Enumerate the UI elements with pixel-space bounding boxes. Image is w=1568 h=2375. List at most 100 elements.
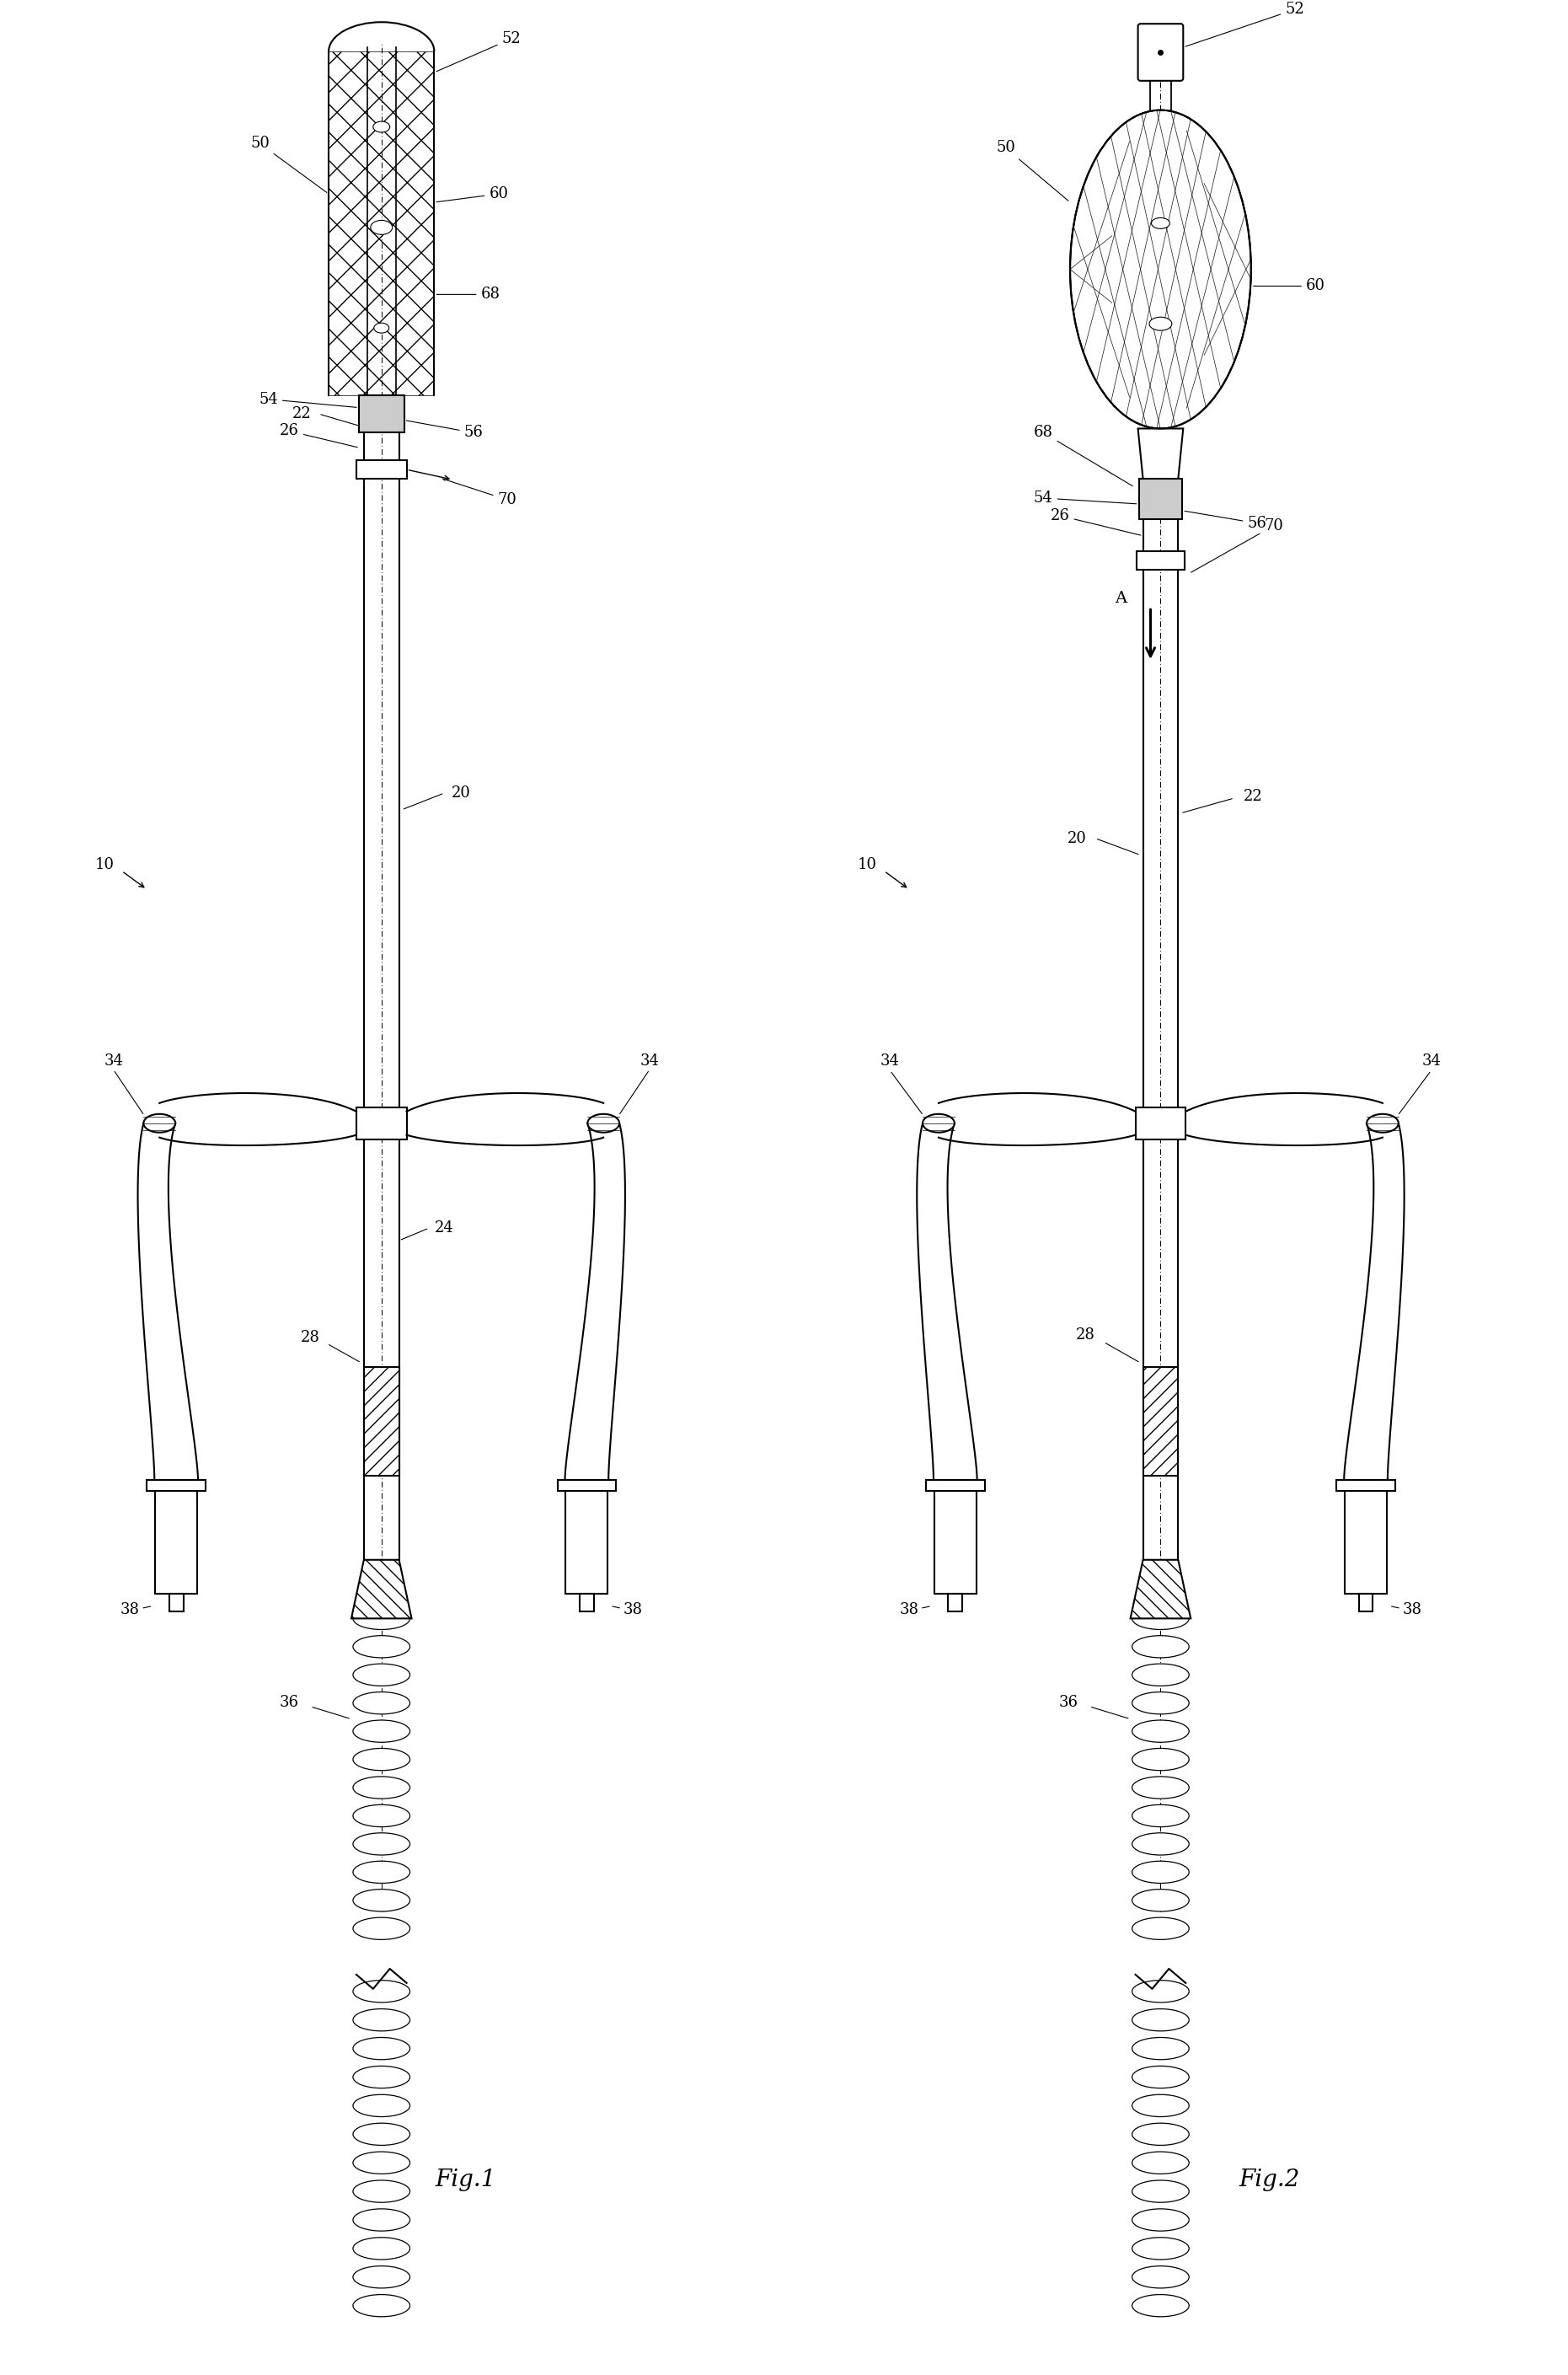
Bar (169, 1594, 183, 1613)
Ellipse shape (353, 2038, 409, 2059)
Bar (566, 1480, 608, 1594)
Ellipse shape (588, 1114, 619, 1133)
Ellipse shape (353, 1917, 409, 1940)
Polygon shape (1138, 428, 1184, 480)
Ellipse shape (353, 1862, 409, 1883)
Text: 34: 34 (103, 1054, 122, 1069)
Text: 70: 70 (442, 480, 517, 508)
Ellipse shape (1132, 1636, 1189, 1658)
Bar (1135, 1107, 1185, 1140)
Text: 10: 10 (96, 857, 114, 872)
Bar (356, 461, 406, 480)
Ellipse shape (1132, 2009, 1189, 2031)
Ellipse shape (353, 2209, 409, 2230)
Bar (147, 1480, 205, 1492)
Bar (1345, 1480, 1386, 1594)
Text: 26: 26 (1051, 508, 1140, 534)
Text: 70: 70 (1192, 518, 1283, 572)
Text: 50: 50 (251, 135, 326, 192)
Text: 36: 36 (279, 1696, 299, 1710)
Ellipse shape (1132, 2209, 1189, 2230)
Bar (329, 52, 434, 394)
Bar (1137, 551, 1185, 570)
Ellipse shape (1132, 1608, 1189, 1629)
Text: 60: 60 (1253, 278, 1325, 295)
Bar (580, 1594, 594, 1613)
Ellipse shape (353, 2180, 409, 2202)
Text: 52: 52 (436, 31, 521, 71)
Ellipse shape (353, 2152, 409, 2173)
Text: 54: 54 (259, 392, 356, 408)
Ellipse shape (1149, 318, 1171, 330)
Ellipse shape (922, 1114, 955, 1133)
Bar (356, 1107, 406, 1140)
Ellipse shape (370, 221, 392, 235)
Text: 52: 52 (1185, 2, 1305, 48)
Bar (359, 394, 405, 432)
Ellipse shape (1132, 2237, 1189, 2259)
Text: 38: 38 (622, 1603, 643, 1617)
Text: 38: 38 (121, 1603, 140, 1617)
Polygon shape (1131, 1560, 1190, 1617)
Ellipse shape (1132, 1720, 1189, 1743)
Text: 26: 26 (279, 423, 358, 446)
Text: 34: 34 (640, 1054, 659, 1069)
Ellipse shape (1132, 1981, 1189, 2002)
Text: 34: 34 (1422, 1054, 1441, 1069)
Text: 38: 38 (1402, 1603, 1422, 1617)
Ellipse shape (144, 1114, 176, 1133)
Ellipse shape (1132, 1917, 1189, 1940)
Bar (1336, 1480, 1396, 1492)
Ellipse shape (353, 1691, 409, 1715)
Ellipse shape (373, 121, 390, 133)
Text: 36: 36 (1058, 1696, 1079, 1710)
Bar (1359, 1594, 1374, 1613)
Text: 60: 60 (436, 185, 508, 202)
Ellipse shape (1132, 1665, 1189, 1686)
Text: 56: 56 (406, 420, 483, 439)
Ellipse shape (353, 2237, 409, 2259)
Ellipse shape (1132, 2038, 1189, 2059)
Bar (557, 1480, 616, 1492)
Ellipse shape (353, 2066, 409, 2088)
Ellipse shape (353, 1805, 409, 1826)
Text: 50: 50 (996, 140, 1068, 202)
Ellipse shape (353, 2123, 409, 2145)
Bar (155, 1480, 198, 1594)
Ellipse shape (353, 1608, 409, 1629)
Ellipse shape (353, 1777, 409, 1798)
Ellipse shape (373, 323, 389, 333)
Ellipse shape (1151, 218, 1170, 228)
Text: 68: 68 (1033, 425, 1132, 487)
Text: 38: 38 (900, 1603, 919, 1617)
Text: 34: 34 (880, 1054, 900, 1069)
Text: 68: 68 (436, 287, 500, 302)
Ellipse shape (353, 2266, 409, 2287)
Ellipse shape (353, 2294, 409, 2316)
Text: 20: 20 (1068, 831, 1087, 846)
Ellipse shape (1132, 1777, 1189, 1798)
Bar (949, 1594, 963, 1613)
Ellipse shape (353, 1636, 409, 1658)
Ellipse shape (353, 2009, 409, 2031)
Text: 22: 22 (1243, 789, 1262, 805)
Ellipse shape (353, 2095, 409, 2116)
Text: 54: 54 (1033, 492, 1137, 506)
Ellipse shape (1132, 2152, 1189, 2173)
Ellipse shape (1132, 2180, 1189, 2202)
Text: 28: 28 (301, 1330, 320, 1344)
Bar (935, 1480, 977, 1594)
Ellipse shape (353, 1981, 409, 2002)
FancyBboxPatch shape (1138, 24, 1184, 81)
Ellipse shape (1367, 1114, 1399, 1133)
Text: A: A (1115, 591, 1126, 606)
Ellipse shape (1132, 1834, 1189, 1855)
Ellipse shape (353, 1665, 409, 1686)
Ellipse shape (1132, 1862, 1189, 1883)
Ellipse shape (353, 1720, 409, 1743)
Ellipse shape (1132, 2123, 1189, 2145)
Polygon shape (351, 1560, 412, 1617)
Bar (364, 1368, 400, 1475)
Ellipse shape (1132, 1805, 1189, 1826)
Ellipse shape (1132, 2266, 1189, 2287)
